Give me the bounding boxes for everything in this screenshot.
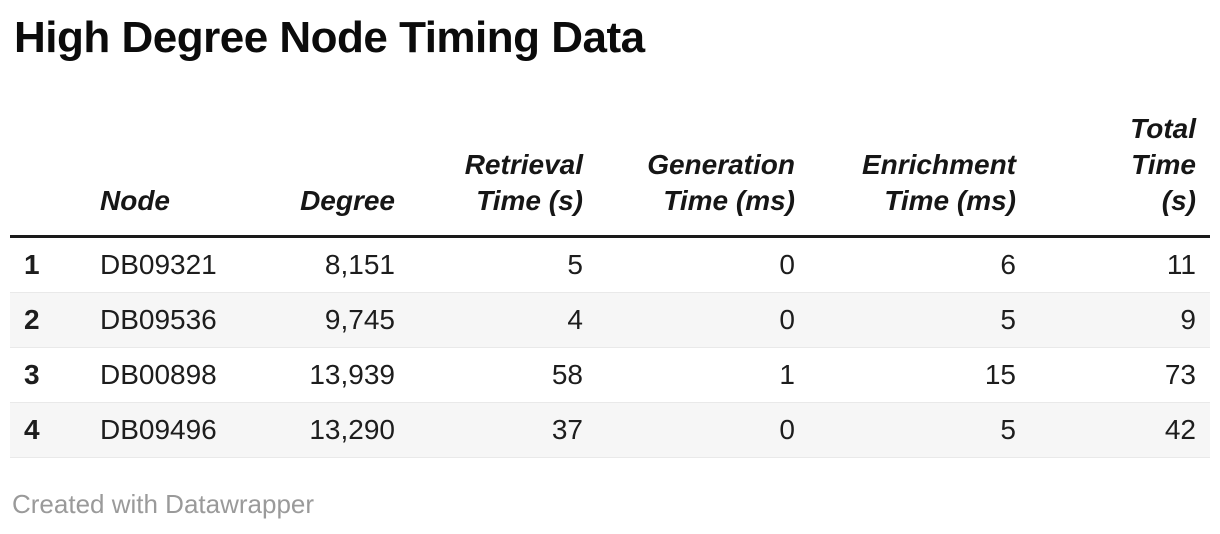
cell-node: DB09536 (86, 292, 266, 348)
cell-retrieval-time: 4 (409, 292, 597, 348)
chart-title: High Degree Node Timing Data (14, 13, 645, 62)
cell-node: DB09321 (86, 236, 266, 293)
row-number: 1 (10, 236, 86, 293)
cell-retrieval-time: 37 (409, 402, 597, 458)
cell-node: DB09496 (86, 402, 266, 458)
column-header-retrieval-time: Retrieval Time (s) (409, 64, 597, 238)
cell-generation-time: 1 (597, 347, 809, 403)
cell-retrieval-time: 58 (409, 347, 597, 403)
column-header-degree: Degree (266, 64, 409, 238)
datawrapper-table-chart: High Degree Node Timing Data Node Degree… (0, 12, 1220, 534)
cell-generation-time: 0 (597, 292, 809, 348)
cell-degree: 13,290 (266, 402, 409, 458)
table-header: Node Degree Retrieval Time (s) Generatio… (10, 64, 1210, 238)
table-row: 3 DB00898 13,939 58 1 15 73 (10, 347, 1210, 403)
cell-generation-time: 0 (597, 236, 809, 293)
table-row: 4 DB09496 13,290 37 0 5 42 (10, 402, 1210, 458)
cell-degree: 13,939 (266, 347, 409, 403)
cell-enrichment-time: 15 (809, 347, 1030, 403)
cell-degree: 8,151 (266, 236, 409, 293)
row-number: 2 (10, 292, 86, 348)
cell-enrichment-time: 6 (809, 236, 1030, 293)
cell-retrieval-time: 5 (409, 236, 597, 293)
column-header-row-number (10, 64, 86, 238)
table-header-row: Node Degree Retrieval Time (s) Generatio… (10, 64, 1210, 238)
table-row: 1 DB09321 8,151 5 0 6 11 (10, 236, 1210, 293)
timing-data-table: Node Degree Retrieval Time (s) Generatio… (10, 64, 1210, 458)
cell-degree: 9,745 (266, 292, 409, 348)
cell-total-time: 42 (1030, 402, 1210, 458)
column-header-generation-time: Generation Time (ms) (597, 64, 809, 238)
row-number: 4 (10, 402, 86, 458)
cell-total-time: 73 (1030, 347, 1210, 403)
cell-total-time: 9 (1030, 292, 1210, 348)
column-header-total-time: Total Time (s) (1030, 64, 1210, 238)
row-number: 3 (10, 347, 86, 403)
table-row: 2 DB09536 9,745 4 0 5 9 (10, 292, 1210, 348)
column-header-node: Node (86, 64, 266, 238)
cell-enrichment-time: 5 (809, 402, 1030, 458)
cell-generation-time: 0 (597, 402, 809, 458)
attribution-text: Created with Datawrapper (12, 488, 315, 519)
cell-total-time: 11 (1030, 236, 1210, 293)
table-body: 1 DB09321 8,151 5 0 6 11 2 DB09536 9,745… (10, 236, 1210, 458)
column-header-enrichment-time: Enrichment Time (ms) (809, 64, 1030, 238)
cell-enrichment-time: 5 (809, 292, 1030, 348)
cell-node: DB00898 (86, 347, 266, 403)
